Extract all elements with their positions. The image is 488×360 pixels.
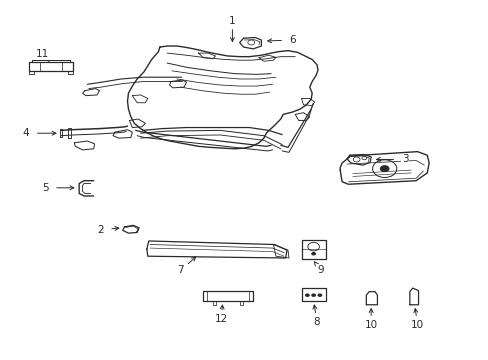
Text: 1: 1 bbox=[229, 15, 235, 26]
Text: 4: 4 bbox=[22, 128, 29, 138]
Circle shape bbox=[317, 293, 322, 297]
Circle shape bbox=[379, 165, 389, 172]
Text: 5: 5 bbox=[42, 183, 48, 193]
Text: 3: 3 bbox=[401, 154, 407, 165]
Text: 10: 10 bbox=[364, 320, 377, 330]
Circle shape bbox=[310, 252, 315, 256]
Text: 12: 12 bbox=[214, 314, 227, 324]
Text: 2: 2 bbox=[97, 225, 103, 235]
Text: 6: 6 bbox=[289, 35, 296, 45]
Text: 10: 10 bbox=[410, 320, 423, 330]
Text: 11: 11 bbox=[36, 49, 49, 59]
Circle shape bbox=[305, 293, 309, 297]
Text: 7: 7 bbox=[177, 265, 183, 275]
Text: 8: 8 bbox=[313, 317, 320, 327]
Circle shape bbox=[310, 293, 315, 297]
Text: 9: 9 bbox=[317, 265, 324, 275]
